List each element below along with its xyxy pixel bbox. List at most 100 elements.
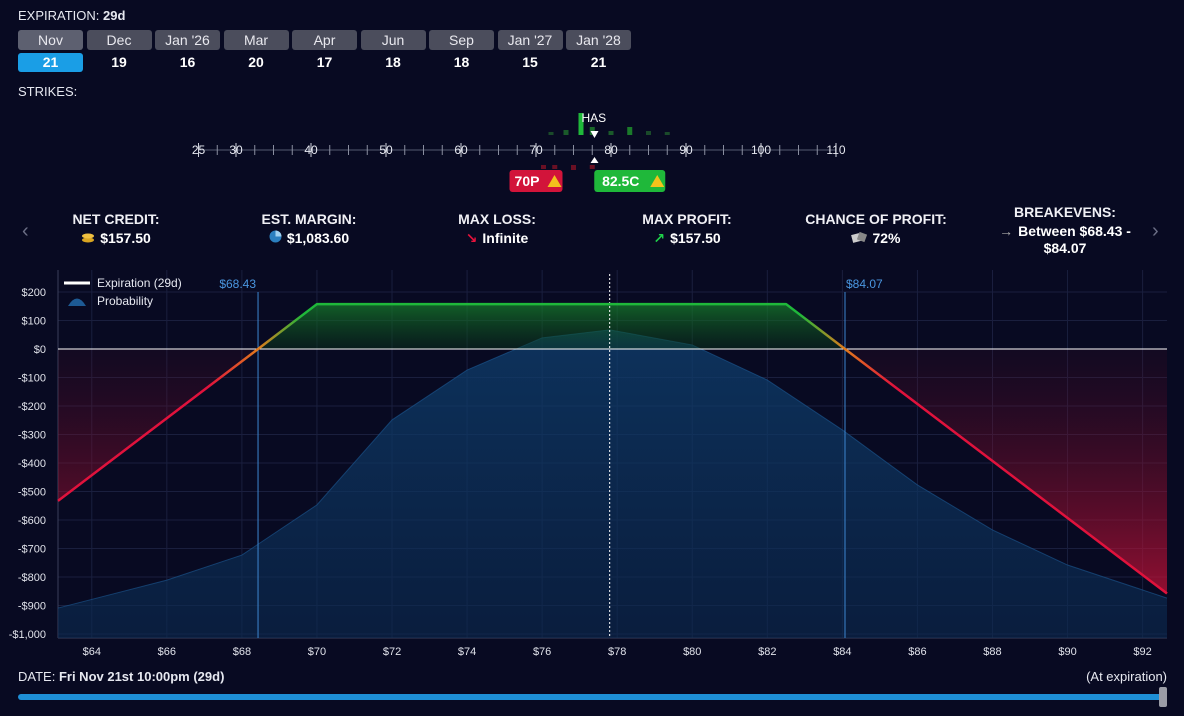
y-tick-label: -$900 bbox=[18, 601, 46, 613]
expiry-day[interactable]: 18 bbox=[453, 54, 470, 70]
y-tick-label: -$200 bbox=[18, 401, 46, 413]
strike-tick-label: 60 bbox=[454, 143, 468, 157]
date-slider[interactable] bbox=[18, 694, 1164, 700]
underlying-symbol: HAS bbox=[582, 111, 607, 125]
x-tick-label: $70 bbox=[308, 646, 326, 658]
stat-value: $157.50 bbox=[670, 230, 721, 246]
expiry-day[interactable]: 15 bbox=[522, 54, 538, 70]
expiry-day[interactable]: 16 bbox=[179, 54, 196, 70]
expiry-day[interactable]: 20 bbox=[248, 54, 264, 70]
expiry-day[interactable]: 19 bbox=[111, 54, 127, 70]
warning-icon bbox=[650, 175, 665, 187]
warning-icon bbox=[547, 175, 562, 187]
stat-value-row: ↗ $157.50 bbox=[597, 230, 777, 247]
stat-value: $1,083.60 bbox=[286, 230, 350, 246]
oi-bar bbox=[627, 127, 633, 135]
stat-icon: ↗ bbox=[653, 230, 666, 246]
stat: MAX PROFIT: ↗ $157.50 bbox=[597, 211, 777, 247]
strike-tick-label: 80 bbox=[604, 143, 618, 157]
strike-scale: 25 30 40 50 60 70 80 90 100 110 HAS 70P 82.5C bbox=[192, 111, 846, 192]
month-tab[interactable]: Jun bbox=[360, 30, 426, 50]
month-tab[interactable]: Nov bbox=[18, 30, 83, 50]
stat: BREAKEVENS: → Between $68.43 - $84.07 bbox=[975, 204, 1155, 257]
expiration-label: EXPIRATION: bbox=[18, 8, 100, 23]
month-tab[interactable]: Jan '28 bbox=[566, 30, 631, 50]
strike-tick-label: 90 bbox=[679, 143, 693, 157]
prev-arrow[interactable]: ‹ bbox=[22, 220, 29, 242]
strike-tick-label: 40 bbox=[304, 143, 318, 157]
stat-value: 72% bbox=[872, 230, 901, 246]
stat-value: Infinite bbox=[482, 230, 529, 246]
stat-label: EST. MARGIN: bbox=[261, 211, 357, 227]
oi-bar-put bbox=[541, 165, 546, 169]
strike-badge-label: 82.5C bbox=[602, 173, 639, 189]
x-tick-label: $92 bbox=[1133, 646, 1151, 658]
stat-icon: → bbox=[999, 223, 1014, 239]
y-tick-label: -$100 bbox=[18, 372, 46, 384]
expiry-day[interactable]: 17 bbox=[316, 54, 333, 70]
y-tick-label: $100 bbox=[22, 315, 46, 327]
oi-bar bbox=[548, 132, 554, 135]
stat-label: MAX LOSS: bbox=[458, 211, 536, 227]
x-tick-label: $68 bbox=[233, 646, 251, 658]
oi-bar bbox=[608, 131, 614, 135]
strike-tick-label: 50 bbox=[379, 143, 393, 157]
strike-badge[interactable]: 70P bbox=[509, 170, 563, 192]
next-arrow[interactable]: › bbox=[1152, 220, 1159, 242]
oi-bar-put bbox=[589, 165, 595, 169]
stat-value-row: 72% bbox=[786, 230, 966, 247]
y-tick-label: -$300 bbox=[18, 429, 46, 441]
probability-area bbox=[58, 329, 1167, 638]
expiration-note: (At expiration) bbox=[1086, 669, 1167, 684]
oi-bar bbox=[646, 131, 651, 135]
strike-badge[interactable]: 82.5C bbox=[594, 170, 666, 192]
underlying-marker bbox=[590, 131, 599, 138]
stat: NET CREDIT: $157.50 bbox=[26, 211, 206, 247]
legend-label: Expiration (29d) bbox=[97, 276, 182, 290]
stat-icon bbox=[269, 230, 282, 246]
strike-tick-label: 25 bbox=[192, 143, 206, 157]
x-tick-label: $82 bbox=[758, 646, 776, 658]
x-tick-label: $72 bbox=[383, 646, 401, 658]
expiry-day[interactable]: 18 bbox=[385, 54, 401, 70]
stat: EST. MARGIN: $1,083.60 bbox=[219, 211, 399, 247]
x-tick-label: $78 bbox=[608, 646, 626, 658]
month-tab[interactable]: Jan '27 bbox=[497, 30, 563, 50]
month-tab[interactable]: Dec bbox=[86, 30, 152, 50]
month-tab[interactable]: Sep bbox=[429, 30, 494, 50]
y-tick-label: -$400 bbox=[18, 458, 46, 470]
pl-chart: $200 $100 $0 -$100 -$200 -$300 -$400 -$500 -$600… bbox=[9, 270, 1168, 658]
strike-badge-label: 70P bbox=[515, 173, 540, 189]
month-tab[interactable]: Apr bbox=[292, 30, 357, 50]
stat-icon: ↘ bbox=[465, 230, 478, 246]
stat-value-row: $1,083.60 bbox=[219, 230, 399, 247]
x-tick-label: $90 bbox=[1058, 646, 1076, 658]
expiry-day[interactable]: 21 bbox=[590, 54, 607, 70]
x-tick-label: $80 bbox=[683, 646, 701, 658]
date-value: Fri Nov 21st 10:00pm (29d) bbox=[58, 669, 225, 684]
stat: MAX LOSS: ↘ Infinite bbox=[407, 211, 587, 247]
payoff-line bbox=[57, 302, 1168, 595]
date-label: DATE: bbox=[18, 669, 56, 684]
oi-bar bbox=[664, 132, 670, 135]
stat-label: NET CREDIT: bbox=[72, 211, 160, 227]
y-tick-label: $0 bbox=[34, 344, 46, 356]
y-tick-label: $200 bbox=[22, 287, 46, 299]
expiry-day[interactable]: 21 bbox=[18, 53, 83, 72]
month-tab[interactable]: Mar bbox=[223, 30, 289, 50]
slider-thumb[interactable] bbox=[1159, 687, 1167, 707]
stat-value: Between $68.43 - $84.07 bbox=[1018, 223, 1131, 256]
stat-label: MAX PROFIT: bbox=[642, 211, 732, 227]
stat-label: CHANCE OF PROFIT: bbox=[805, 211, 947, 227]
breakeven-label: $84.07 bbox=[846, 277, 883, 291]
x-tick-label: $64 bbox=[83, 646, 101, 658]
month-tab[interactable]: Jan '26 bbox=[155, 30, 220, 50]
y-tick-label: -$1,000 bbox=[9, 629, 46, 641]
expiration-value: 29d bbox=[103, 8, 126, 23]
y-tick-label: -$700 bbox=[18, 543, 46, 555]
date-row: DATE: Fri Nov 21st 10:00pm (29d) bbox=[18, 669, 224, 684]
underlying-marker-low bbox=[590, 157, 599, 163]
x-tick-label: $76 bbox=[533, 646, 551, 658]
legend-label: Probability bbox=[97, 294, 153, 308]
